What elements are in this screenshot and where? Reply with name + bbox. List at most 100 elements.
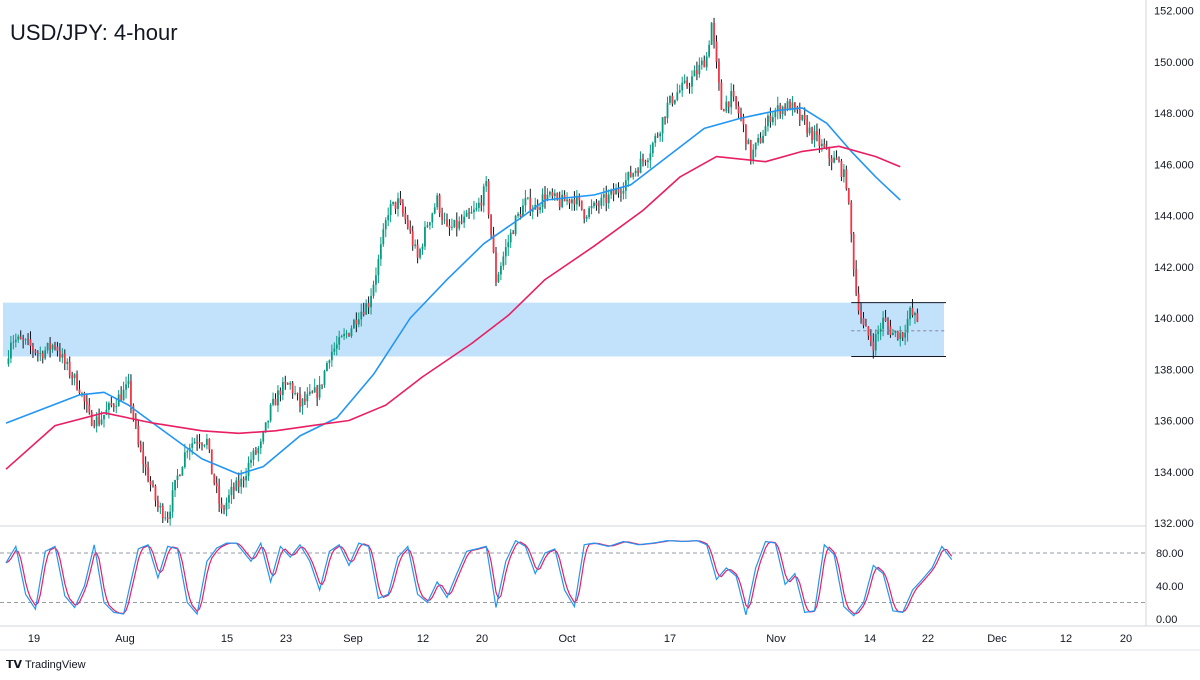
ma-fast-line [5,107,901,476]
candle-body [14,339,17,342]
price-tick-label: 140.000 [1154,313,1194,325]
candle-body [899,332,902,340]
candle-body [90,412,93,426]
candle-body [634,170,637,174]
candle-body [85,401,88,405]
candle-body [681,82,684,91]
stoch-tick-label: 0.00 [1156,614,1177,626]
candle-body [269,404,272,421]
candle-body [220,503,223,509]
candle-body [326,363,328,371]
candle-body [372,284,375,296]
candle-body [10,342,12,359]
candle-body [181,467,184,476]
candle-body [811,127,813,140]
candle-body [718,61,720,83]
candle-body [338,337,341,345]
candle-body [296,393,299,395]
candle-body [475,207,478,210]
candle-body [134,418,137,426]
candle-body [497,274,500,283]
candle-body [490,214,492,235]
candle-body [485,181,488,187]
candle-body [669,95,671,103]
candle-body [879,328,882,332]
candle-body [66,361,69,364]
candle-body [502,256,505,267]
time-tick-label: Aug [115,633,135,645]
candle-body [696,70,698,75]
candle-body [906,319,909,333]
candle-body [451,227,453,228]
candle-body [556,193,559,200]
candle-body [335,344,338,349]
candle-body [392,201,394,204]
candle-body [115,406,118,408]
candle-body [360,311,363,320]
candle-body [872,341,875,351]
candle-body [838,159,840,161]
price-tick-label: 138.000 [1154,364,1194,376]
candle-body [262,431,265,442]
candle-body [237,480,240,487]
time-tick-label: 12 [417,633,429,645]
candle-body [286,383,289,385]
candle-body [311,391,314,393]
candle-body [676,92,679,100]
candle-body [304,398,306,402]
chart-title: USD/JPY: 4-hour [10,20,178,45]
candle-body [83,393,86,402]
candle-body [745,124,747,145]
candle-body [147,467,149,482]
candle-body [144,464,147,468]
candle-body [424,226,426,247]
candle-body [137,425,140,445]
candle-body [399,198,402,204]
candle-body [152,484,154,486]
candle-body [580,200,583,210]
candle-body [93,425,96,427]
candle-body [769,115,772,123]
candle-body [365,303,368,315]
candle-body [460,221,463,223]
candle-body [27,339,29,341]
candle-body [44,350,47,359]
candle-body [700,60,703,65]
candle-body [206,438,208,446]
candle-body [514,215,517,234]
candle-body [382,229,385,245]
candle-body [867,326,870,336]
candle-body [806,119,809,134]
candle-body [32,345,34,351]
candle-body [894,331,897,333]
candle-body [735,96,737,107]
candle-body [683,80,686,83]
candle-body [664,117,666,119]
candle-body [193,441,196,444]
candle-body [840,160,843,177]
candle-body [161,505,164,519]
candle-body [500,266,502,275]
candle-body [257,448,260,454]
candle-body [573,199,576,205]
candle-body [747,140,750,145]
candle-body [232,486,235,491]
stoch-k-line [5,539,953,617]
candle-body [632,173,635,177]
candle-body [215,483,218,487]
candle-body [103,414,105,420]
candle-body [406,219,409,228]
candle-body [887,320,889,327]
candle-body [348,333,350,337]
candle-body [127,380,130,385]
candle-body [519,213,522,217]
candle-body [110,403,113,405]
candle-body [671,95,674,104]
candle-body [529,197,532,212]
candle-body [247,462,250,477]
candle-body [487,181,490,215]
candle-body [142,450,145,465]
candle-body [473,209,475,212]
candle-body [492,234,495,253]
